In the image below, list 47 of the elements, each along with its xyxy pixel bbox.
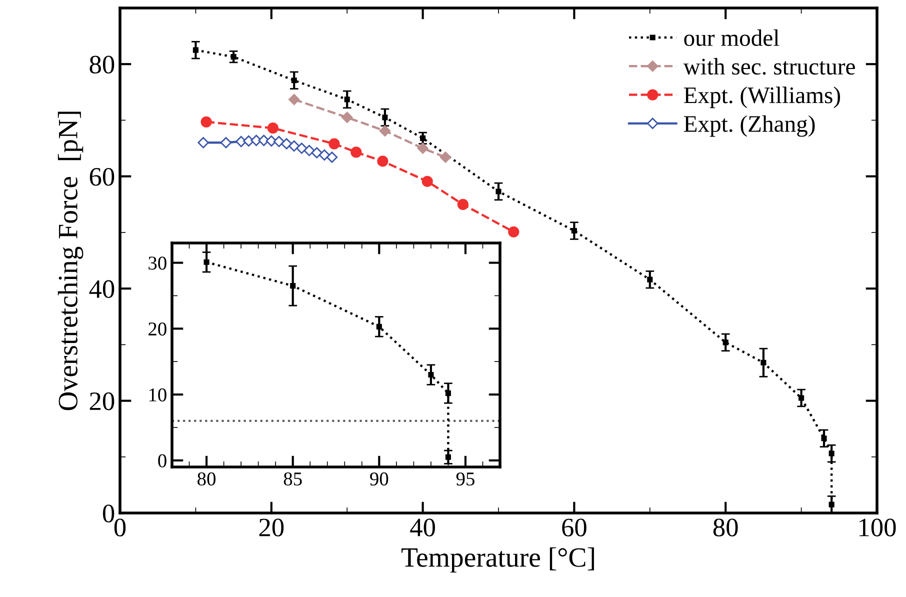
x-tick-label: 90 xyxy=(370,472,388,486)
point xyxy=(508,226,520,238)
x-tick-label: 0 xyxy=(114,518,126,536)
point xyxy=(328,138,340,150)
legend-label: Expt. (Williams) xyxy=(684,86,840,108)
point xyxy=(280,138,292,150)
y-tick-label: 40 xyxy=(89,280,114,298)
point xyxy=(267,122,278,134)
point xyxy=(377,156,388,167)
y-tick-label: 0 xyxy=(158,454,166,468)
y-tick-label: 10 xyxy=(149,388,166,402)
point xyxy=(243,135,254,147)
x-tick-label: 100 xyxy=(860,518,896,536)
y-tick-label: 60 xyxy=(90,168,114,186)
x-tick-label: 20 xyxy=(259,518,284,536)
point xyxy=(198,137,209,148)
y-tick-label: 20 xyxy=(90,392,114,410)
point xyxy=(288,94,300,106)
point xyxy=(220,137,232,148)
point xyxy=(304,144,315,156)
point xyxy=(417,142,428,154)
x-tick-label: 80 xyxy=(198,472,216,486)
y-axis-title: Overstretching Force [pN] xyxy=(58,112,84,410)
legend-label: with sec. structure xyxy=(683,58,855,75)
legend-label: our model xyxy=(684,29,780,46)
x-tick-label: 60 xyxy=(562,518,586,536)
point xyxy=(379,125,391,136)
y-tick-label: 30 xyxy=(148,256,166,270)
point xyxy=(350,146,362,158)
point xyxy=(311,147,322,158)
x-tick-label: 80 xyxy=(713,518,738,536)
point xyxy=(341,112,353,124)
point xyxy=(318,149,330,161)
point xyxy=(326,152,338,163)
point xyxy=(440,152,452,163)
point xyxy=(200,116,212,128)
y-tick-label: 20 xyxy=(148,322,166,336)
x-tick-label: 85 xyxy=(284,472,302,486)
point xyxy=(457,198,468,210)
x-tick-label: 40 xyxy=(410,518,435,536)
point xyxy=(422,176,433,187)
point xyxy=(288,140,300,152)
legend-label: Expt. (Zhang) xyxy=(684,115,815,137)
x-tick-label: 95 xyxy=(456,472,474,486)
y-tick-label: 80 xyxy=(90,56,114,74)
y-tick-label: 0 xyxy=(102,504,114,522)
x-axis-title: Temperature [°C] xyxy=(401,547,594,573)
